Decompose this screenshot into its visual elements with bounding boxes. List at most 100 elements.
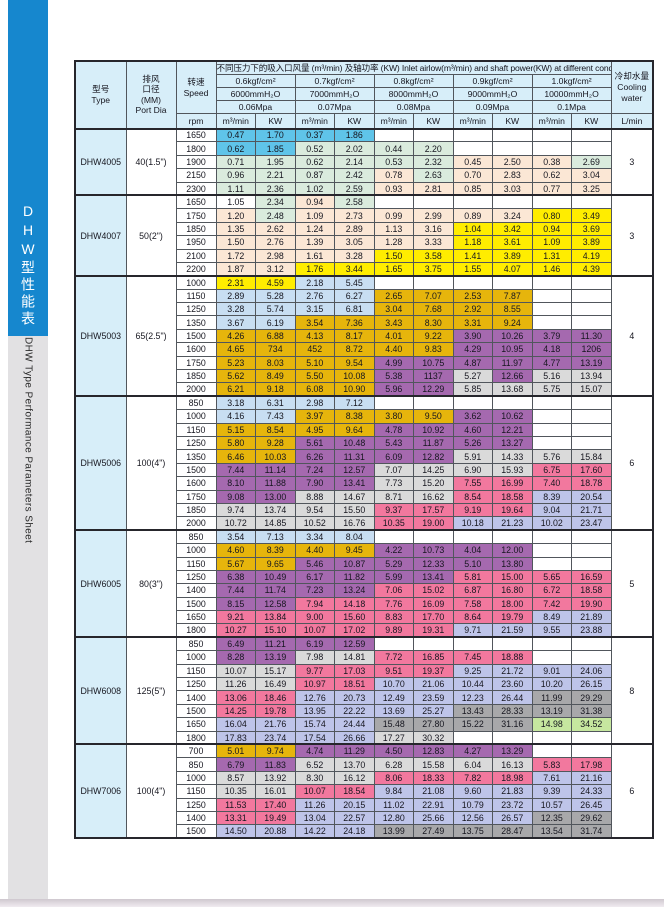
airflow-cell (452, 141, 493, 156)
power-cell: 2.02 (334, 141, 375, 156)
power-cell: 18.33 (413, 770, 454, 786)
airflow-cell: 14.50 (215, 824, 256, 839)
airflow-cell: 9.71 (452, 623, 493, 638)
power-cell: 16.85 (413, 650, 454, 665)
power-cell (571, 194, 612, 210)
airflow-cell (531, 288, 572, 304)
airflow-cell: 4.65 (215, 342, 256, 357)
rpm-cell: 2000 (175, 516, 217, 531)
header-flow-unit: m³/min (215, 113, 256, 130)
airflow-cell: 8.88 (294, 489, 335, 504)
power-cell: 15.58 (413, 757, 454, 772)
cooling-water-cell: 6 (610, 743, 654, 839)
power-cell: 2.34 (255, 194, 296, 210)
power-cell: 6.27 (334, 288, 375, 304)
airflow-cell: 10.97 (294, 677, 335, 692)
airflow-cell: 1.09 (531, 235, 572, 250)
port-dia-cell: 50(2") (125, 194, 177, 277)
table-row: 1150 10.35 16.01 10.07 18.54 9.84 21.08 9.60 21.… (75, 784, 653, 799)
table-row: 1150 5.15 8.54 4.95 9.64 4.78 10.92 4.60 12.21 (75, 422, 653, 437)
power-cell: 15.50 (334, 502, 375, 518)
airflow-cell: 1.02 (294, 181, 335, 196)
airflow-cell: 3.28 (215, 302, 256, 317)
airflow-cell: 10.02 (531, 516, 572, 531)
airflow-cell: 10.20 (531, 677, 572, 692)
header-power-unit: KW (571, 113, 612, 130)
table-row: 1950 1.50 2.76 1.39 3.05 1.28 3.33 1.18 3.61 1.09… (75, 235, 653, 250)
airflow-cell: 9.25 (452, 663, 493, 679)
table-row: 1500 4.26 6.88 4.13 8.17 4.01 9.22 3.90 10.26 3.7… (75, 328, 653, 344)
rpm-cell: 1400 (175, 690, 217, 705)
port-dia-cell: 125(5") (125, 636, 177, 745)
rpm-cell: 1150 (175, 288, 217, 304)
airflow-cell: 3.79 (531, 328, 572, 344)
airflow-cell: 9.51 (373, 663, 414, 679)
power-cell: 20.88 (255, 824, 296, 839)
table-row: 2000 10.72 14.85 10.52 16.76 10.35 19.00 10.18 2… (75, 516, 653, 531)
airflow-cell: 0.62 (294, 154, 335, 170)
header-pressure-mmh2o: 8000mmH₂O (373, 87, 454, 101)
airflow-cell: 5.26 (452, 435, 493, 451)
power-cell: 2.42 (334, 168, 375, 183)
power-cell: 24.06 (571, 663, 612, 679)
table-row: 1000 4.60 8.39 4.40 9.45 4.22 10.73 4.04 12.00 (75, 543, 653, 558)
power-cell: 14.25 (413, 462, 454, 478)
airflow-cell: 5.23 (215, 355, 256, 371)
airflow-cell: 0.62 (531, 168, 572, 183)
airflow-cell: 10.72 (215, 516, 256, 531)
airflow-cell: 7.72 (373, 650, 414, 665)
power-cell: 2.69 (571, 154, 612, 170)
airflow-cell: 15.74 (294, 717, 335, 732)
power-cell (492, 194, 533, 210)
airflow-cell (531, 743, 572, 759)
power-cell: 22.91 (413, 797, 454, 812)
airflow-cell: 2.92 (452, 302, 493, 317)
power-cell: 3.04 (571, 168, 612, 183)
airflow-cell: 5.27 (452, 369, 493, 384)
airflow-cell: 10.27 (215, 623, 256, 638)
airflow-cell: 0.52 (294, 141, 335, 156)
airflow-cell: 5.67 (215, 556, 256, 571)
airflow-cell: 8.49 (531, 610, 572, 625)
airflow-cell: 4.50 (373, 743, 414, 759)
airflow-cell: 13.31 (215, 810, 256, 826)
header-pressure-mmh2o: 10000mmH₂O (531, 87, 612, 101)
sidebar-blue-band: DHW型性能表 (8, 0, 48, 336)
rpm-cell: 1250 (175, 677, 217, 692)
airflow-cell: 17.83 (215, 730, 256, 745)
airflow-cell: 7.55 (452, 476, 493, 491)
power-cell: 5.45 (334, 274, 375, 290)
power-cell: 3.69 (571, 221, 612, 237)
rpm-cell: 2300 (175, 181, 217, 196)
power-cell: 19.49 (255, 810, 296, 826)
power-cell: 3.16 (413, 221, 454, 237)
rpm-cell: 1850 (175, 221, 217, 237)
model-name-cell: DHW4007 (74, 194, 127, 277)
power-cell: 5.28 (255, 288, 296, 304)
airflow-cell: 4.77 (531, 355, 572, 371)
airflow-cell: 2.65 (373, 288, 414, 304)
airflow-cell: 3.62 (452, 409, 493, 424)
airflow-cell: 5.43 (373, 435, 414, 451)
airflow-cell (531, 302, 572, 317)
header-cooling-unit: L/min (610, 113, 654, 130)
power-cell: 15.60 (334, 610, 375, 625)
power-cell: 7.68 (413, 302, 454, 317)
power-cell: 7.36 (334, 315, 375, 330)
power-cell: 10.08 (334, 369, 375, 384)
rpm-cell: 1850 (175, 502, 217, 518)
table-row: 2100 1.72 2.98 1.61 3.28 1.50 3.58 1.41 3.89 1.31… (75, 248, 653, 263)
airflow-cell: 1.46 (531, 261, 572, 277)
power-cell: 2.76 (255, 235, 296, 250)
rpm-cell: 1750 (175, 208, 217, 223)
power-cell: 10.48 (334, 435, 375, 451)
rpm-cell: 1350 (175, 449, 217, 464)
power-cell: 21.59 (492, 623, 533, 638)
power-cell: 20.54 (571, 489, 612, 504)
rpm-cell: 1000 (175, 650, 217, 665)
airflow-cell: 9.55 (531, 623, 572, 638)
airflow-cell: 5.29 (373, 556, 414, 571)
power-cell: 2.89 (334, 221, 375, 237)
power-cell: 3.24 (492, 208, 533, 223)
airflow-cell: 13.69 (373, 703, 414, 719)
